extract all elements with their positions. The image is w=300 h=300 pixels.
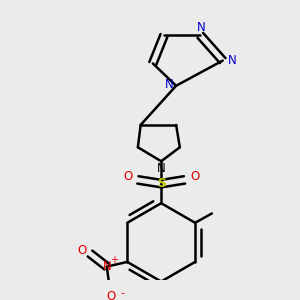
Text: O: O: [77, 244, 86, 257]
Text: N: N: [228, 54, 236, 67]
Text: O: O: [107, 290, 116, 300]
Text: N: N: [102, 260, 111, 273]
Text: +: +: [110, 255, 118, 265]
Text: -: -: [121, 288, 124, 298]
Text: N: N: [157, 162, 166, 175]
Text: O: O: [123, 170, 132, 183]
Text: O: O: [190, 170, 200, 183]
Text: N: N: [197, 22, 206, 34]
Text: S: S: [157, 177, 166, 190]
Text: N: N: [165, 78, 174, 91]
